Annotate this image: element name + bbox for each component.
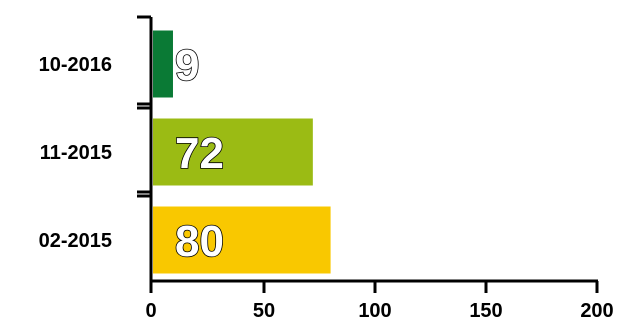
category-label-11-2015: 11-2015 [40, 142, 112, 164]
x-axis-ticks-group [149, 281, 599, 293]
category-labels-group: 10-2016 11-2015 02-2015 [39, 54, 112, 252]
bar-10-2016 [153, 30, 173, 98]
x-tick-label-200: 200 [580, 300, 613, 322]
x-tick-label-50: 50 [253, 300, 275, 322]
x-axis-tick-labels-group: 0 50 100 150 200 [145, 300, 613, 322]
x-tick-label-100: 100 [358, 300, 391, 322]
data-label-02-2015: 80 [175, 217, 224, 266]
data-labels-group: 9 72 80 [174, 40, 225, 267]
data-label-11-2015: 72 [175, 129, 224, 178]
bar-02-2015 [153, 206, 331, 274]
category-label-10-2016: 10-2016 [39, 54, 112, 76]
bar-11-2015 [153, 118, 313, 186]
bars-group [153, 30, 331, 274]
x-tick-label-150: 150 [469, 300, 502, 322]
x-tick-label-0: 0 [145, 300, 156, 322]
y-axis-ticks-group [137, 15, 151, 198]
category-label-02-2015: 02-2015 [39, 230, 112, 252]
data-label-10-2016: 9 [175, 41, 199, 90]
